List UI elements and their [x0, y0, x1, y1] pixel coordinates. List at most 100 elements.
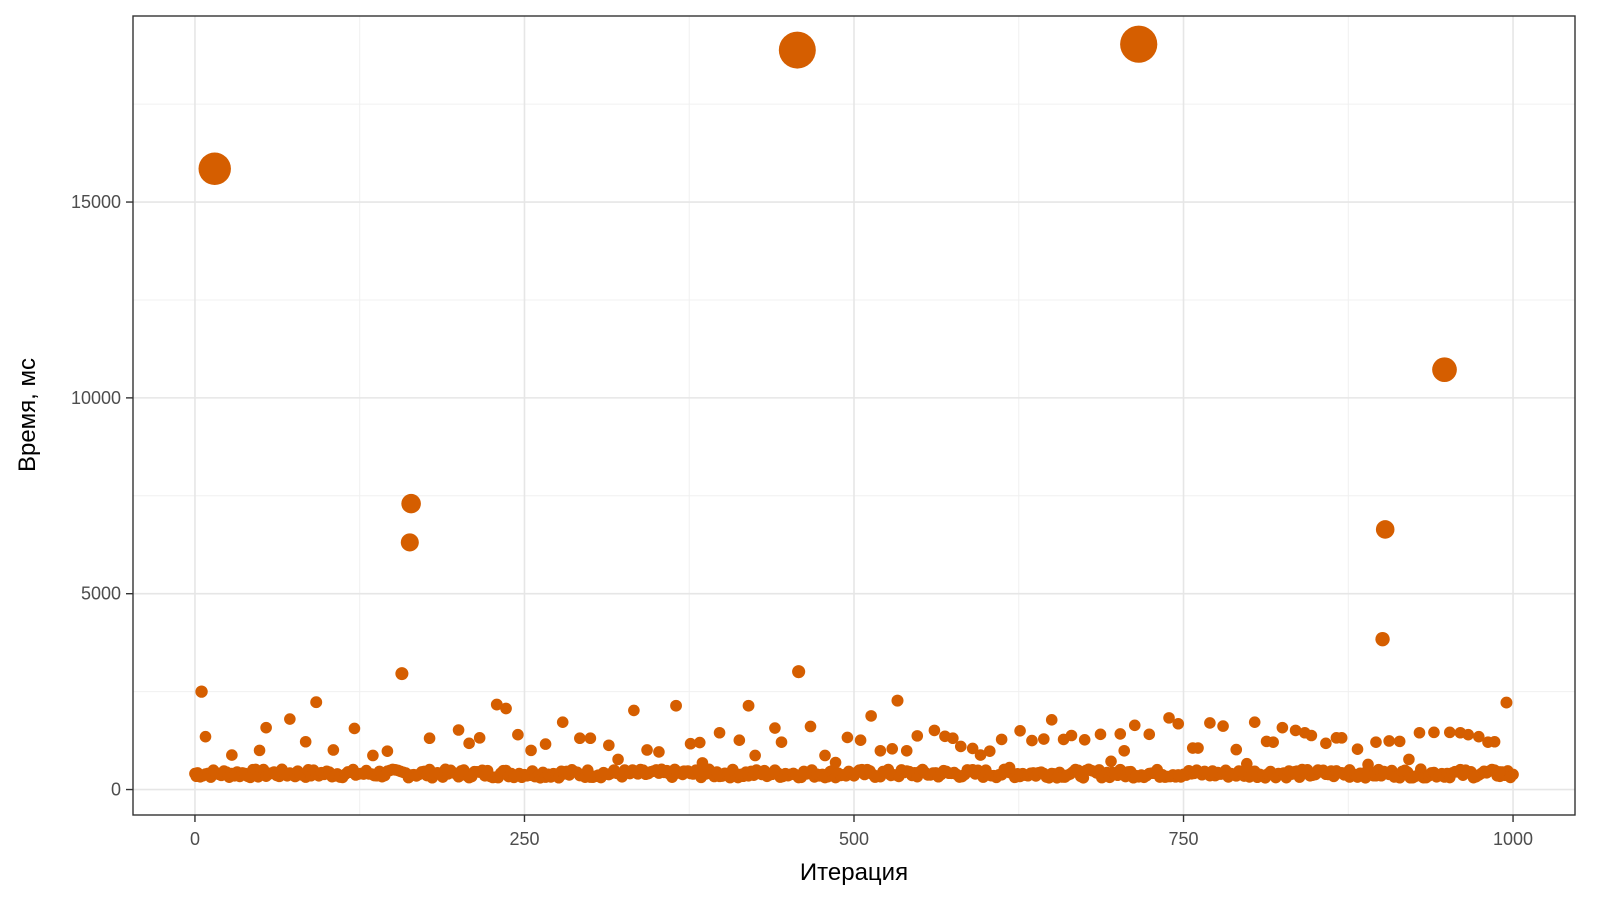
grid-layer	[133, 16, 1575, 815]
data-point	[983, 745, 996, 757]
x-tick-label: 0	[190, 829, 200, 849]
data-point	[226, 749, 238, 761]
data-point	[1105, 755, 1117, 768]
data-point	[423, 732, 436, 745]
data-point	[684, 737, 697, 750]
data-point	[284, 713, 296, 725]
data-point	[1114, 728, 1127, 740]
data-point	[190, 770, 203, 783]
data-point	[1120, 25, 1158, 63]
y-tick-label: 5000	[81, 584, 121, 604]
data-point	[1045, 714, 1058, 726]
data-point	[1393, 735, 1406, 748]
data-point	[1362, 758, 1374, 771]
x-tick-label: 1000	[1493, 829, 1533, 849]
data-point	[253, 744, 266, 757]
data-point	[1504, 771, 1517, 784]
data-point	[939, 730, 951, 743]
data-point	[841, 731, 854, 744]
data-point	[653, 746, 665, 758]
data-point	[678, 765, 690, 777]
y-tick-label: 15000	[71, 192, 121, 212]
data-point	[1351, 743, 1364, 755]
data-point	[628, 704, 640, 717]
data-point	[749, 749, 761, 762]
data-point	[1370, 736, 1382, 748]
data-point	[1472, 730, 1485, 743]
data-point	[900, 744, 913, 757]
data-point	[854, 734, 867, 746]
data-point	[1375, 520, 1395, 539]
data-point	[874, 744, 887, 757]
data-point	[1014, 724, 1026, 737]
data-point	[693, 736, 706, 749]
data-point	[1403, 753, 1415, 766]
data-point	[713, 726, 726, 739]
data-point	[500, 702, 512, 715]
data-point	[367, 749, 379, 762]
data-point	[310, 696, 323, 709]
data-point	[670, 699, 682, 712]
data-point	[829, 756, 842, 769]
data-point	[995, 733, 1008, 746]
data-point	[974, 749, 987, 761]
data-point	[1003, 761, 1016, 774]
data-point	[733, 734, 746, 746]
data-point	[1320, 737, 1332, 750]
data-point	[769, 722, 781, 734]
data-point	[1240, 757, 1253, 770]
data-point	[395, 667, 409, 681]
data-point	[1204, 717, 1216, 729]
data-point	[198, 152, 231, 185]
data-point	[804, 720, 817, 733]
data-point	[1038, 733, 1050, 745]
data-point	[525, 744, 537, 757]
data-point	[886, 743, 899, 755]
data-point	[463, 737, 475, 750]
data-point	[473, 732, 486, 744]
data-point	[490, 698, 503, 711]
data-point	[1383, 735, 1395, 747]
data-point	[327, 744, 340, 756]
data-point	[260, 721, 272, 734]
data-point	[1118, 744, 1131, 757]
data-point	[742, 699, 755, 712]
data-point	[1094, 728, 1107, 741]
y-axis-title: Время, мс	[14, 358, 41, 472]
data-point	[1488, 735, 1501, 748]
data-point	[1143, 728, 1156, 741]
data-point	[1462, 728, 1475, 741]
data-point	[1217, 720, 1229, 732]
data-point	[1500, 696, 1513, 709]
data-point	[556, 716, 569, 728]
data-point	[792, 665, 806, 679]
x-tick-label: 250	[509, 829, 539, 849]
data-point	[1128, 719, 1141, 732]
data-point	[348, 722, 361, 735]
data-point	[1276, 721, 1289, 734]
data-point	[574, 732, 586, 745]
data-point	[452, 724, 465, 736]
data-point	[966, 742, 979, 755]
data-point	[891, 694, 904, 707]
data-point	[696, 757, 709, 769]
y-tick-label: 10000	[71, 388, 121, 408]
data-point	[928, 724, 941, 737]
data-point	[1057, 733, 1070, 746]
data-point	[299, 735, 312, 748]
data-point	[1298, 726, 1311, 739]
data-point	[539, 738, 552, 750]
data-point	[775, 736, 788, 748]
data-point	[1428, 726, 1440, 739]
data-point	[381, 745, 394, 757]
data-point	[865, 710, 877, 722]
data-point	[778, 31, 816, 69]
data-point	[819, 749, 831, 762]
data-point	[400, 533, 419, 552]
data-point	[1343, 764, 1356, 776]
data-point	[512, 728, 524, 741]
data-point	[1432, 357, 1457, 383]
